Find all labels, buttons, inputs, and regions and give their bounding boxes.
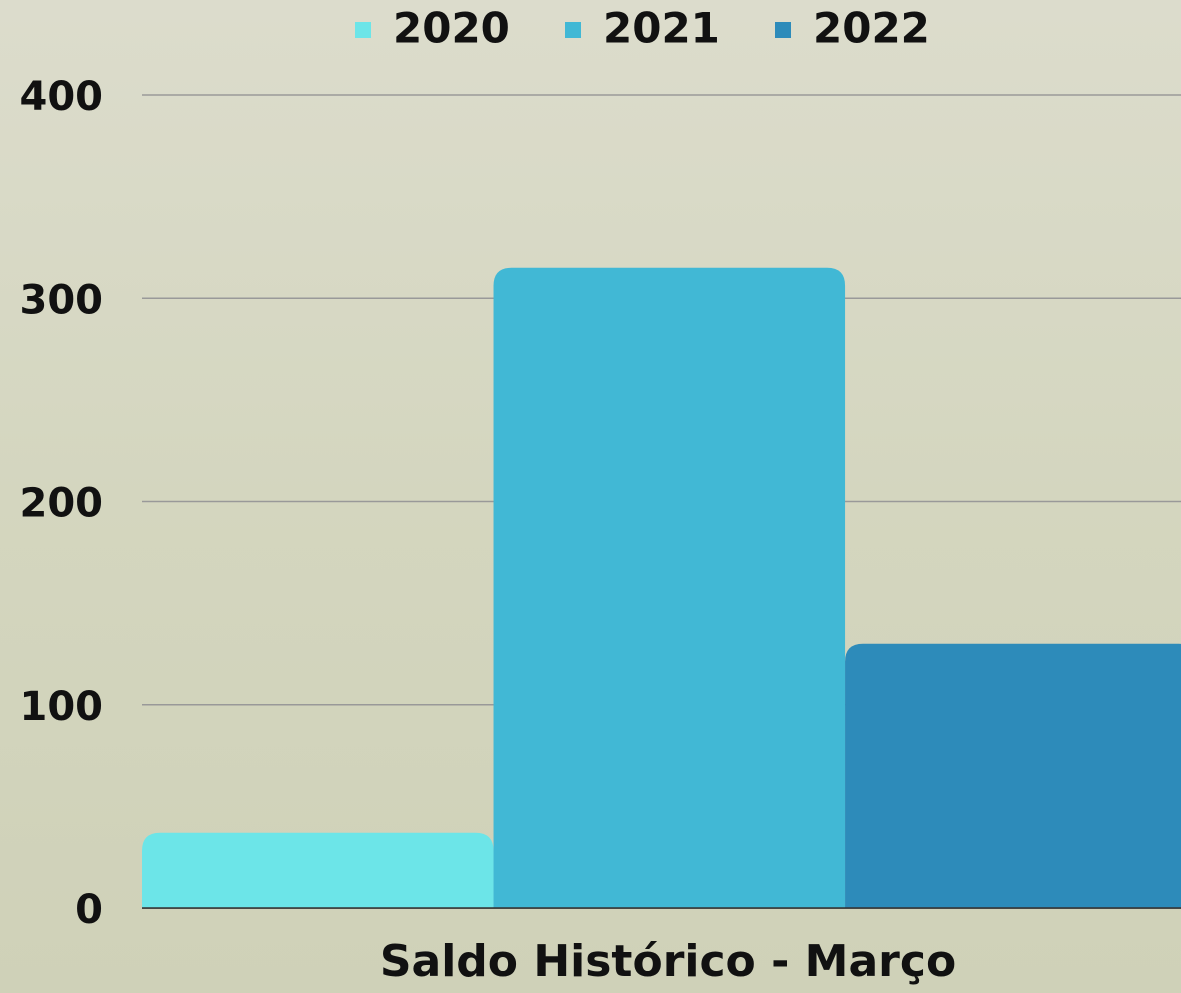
legend-swatch (565, 22, 581, 38)
bar (493, 267, 846, 908)
legend-swatch (355, 22, 371, 38)
legend-label: 2020 (393, 4, 510, 53)
y-tick-label: 400 (20, 74, 104, 120)
bar (142, 832, 494, 908)
x-tick-label: Saldo Histórico - Março (380, 936, 956, 987)
y-tick-label: 100 (20, 684, 104, 730)
legend-label: 2022 (813, 4, 930, 53)
legend-swatch (775, 22, 791, 38)
y-tick-label: 0 (75, 887, 103, 933)
y-tick-label: 200 (20, 481, 104, 527)
legend-label: 2021 (603, 4, 720, 53)
bar (845, 643, 1181, 908)
y-tick-label: 300 (20, 277, 104, 323)
